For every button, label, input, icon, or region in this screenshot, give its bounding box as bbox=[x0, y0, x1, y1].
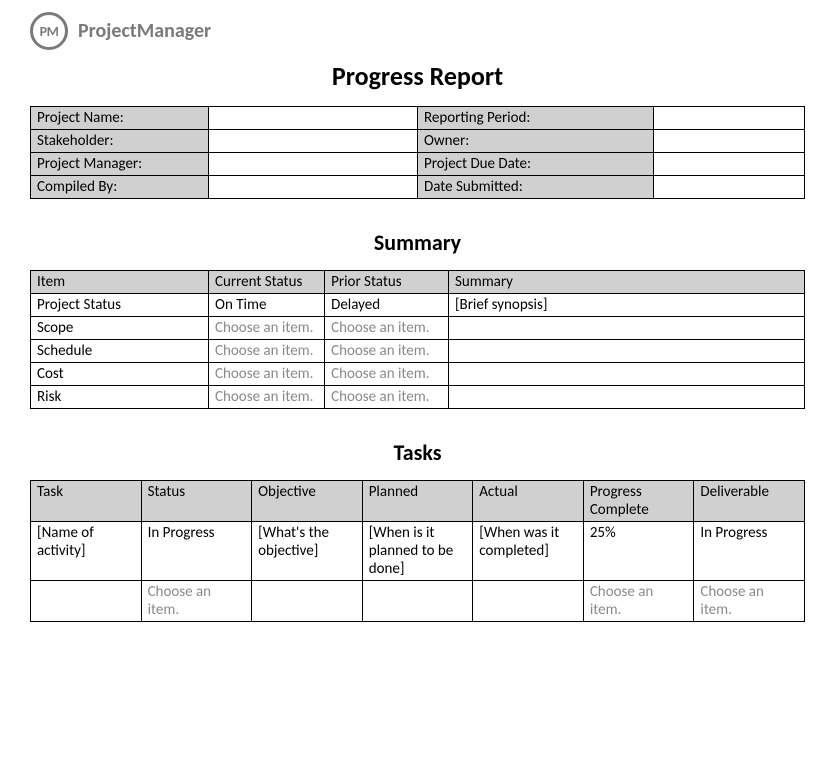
tasks-cell[interactable] bbox=[473, 581, 584, 622]
tasks-heading: Tasks bbox=[30, 439, 805, 466]
meta-value-left[interactable] bbox=[209, 153, 418, 176]
brand-logo-icon: PM bbox=[30, 12, 68, 50]
summary-table: ItemCurrent StatusPrior StatusSummary Pr… bbox=[30, 270, 805, 409]
summary-prior-status[interactable]: Delayed bbox=[325, 294, 449, 317]
summary-col-header: Summary bbox=[448, 271, 804, 294]
meta-value-right[interactable] bbox=[654, 107, 805, 130]
summary-text[interactable] bbox=[448, 363, 804, 386]
meta-value-right[interactable] bbox=[654, 130, 805, 153]
meta-label-left: Compiled By: bbox=[31, 176, 209, 199]
page: PM ProjectManager Progress Report Projec… bbox=[0, 0, 835, 642]
summary-item: Schedule bbox=[31, 340, 209, 363]
tasks-table: TaskStatusObjectivePlannedActualProgress… bbox=[30, 480, 805, 622]
summary-prior-status[interactable]: Choose an item. bbox=[325, 363, 449, 386]
summary-text[interactable] bbox=[448, 340, 804, 363]
summary-current-status[interactable]: Choose an item. bbox=[209, 386, 325, 409]
tasks-cell[interactable]: In Progress bbox=[141, 522, 252, 581]
tasks-cell[interactable]: [What's the objective] bbox=[252, 522, 363, 581]
tasks-cell[interactable]: Choose an item. bbox=[141, 581, 252, 622]
summary-row: RiskChoose an item.Choose an item. bbox=[31, 386, 805, 409]
summary-current-status[interactable]: On Time bbox=[209, 294, 325, 317]
tasks-cell[interactable]: [When is it planned to be done] bbox=[362, 522, 473, 581]
meta-row: Project Name: Reporting Period: bbox=[31, 107, 805, 130]
tasks-row: Choose an item.Choose an item.Choose an … bbox=[31, 581, 805, 622]
tasks-header-row: TaskStatusObjectivePlannedActualProgress… bbox=[31, 481, 805, 522]
summary-col-header: Prior Status bbox=[325, 271, 449, 294]
meta-value-right[interactable] bbox=[654, 176, 805, 199]
summary-row: CostChoose an item.Choose an item. bbox=[31, 363, 805, 386]
meta-table: Project Name:Reporting Period:Stakeholde… bbox=[30, 106, 805, 199]
tasks-col-header: Planned bbox=[362, 481, 473, 522]
meta-row: Compiled By: Date Submitted: bbox=[31, 176, 805, 199]
tasks-col-header: Objective bbox=[252, 481, 363, 522]
tasks-col-header: Progress Complete bbox=[583, 481, 694, 522]
meta-label-right: Project Due Date: bbox=[417, 153, 653, 176]
summary-heading: Summary bbox=[30, 229, 805, 256]
tasks-cell[interactable] bbox=[31, 581, 142, 622]
meta-row: Project Manager: Project Due Date: bbox=[31, 153, 805, 176]
summary-text[interactable] bbox=[448, 386, 804, 409]
summary-prior-status[interactable]: Choose an item. bbox=[325, 386, 449, 409]
summary-current-status[interactable]: Choose an item. bbox=[209, 363, 325, 386]
summary-prior-status[interactable]: Choose an item. bbox=[325, 317, 449, 340]
summary-row: ScheduleChoose an item.Choose an item. bbox=[31, 340, 805, 363]
summary-item: Cost bbox=[31, 363, 209, 386]
brand: PM ProjectManager bbox=[30, 12, 805, 50]
meta-row: Stakeholder: Owner: bbox=[31, 130, 805, 153]
tasks-cell[interactable]: [When was it completed] bbox=[473, 522, 584, 581]
summary-header-row: ItemCurrent StatusPrior StatusSummary bbox=[31, 271, 805, 294]
meta-label-left: Project Name: bbox=[31, 107, 209, 130]
summary-col-header: Item bbox=[31, 271, 209, 294]
summary-item: Risk bbox=[31, 386, 209, 409]
meta-label-right: Reporting Period: bbox=[417, 107, 653, 130]
summary-current-status[interactable]: Choose an item. bbox=[209, 317, 325, 340]
tasks-col-header: Task bbox=[31, 481, 142, 522]
tasks-cell[interactable] bbox=[362, 581, 473, 622]
tasks-col-header: Actual bbox=[473, 481, 584, 522]
summary-row: ScopeChoose an item.Choose an item. bbox=[31, 317, 805, 340]
summary-row: Project StatusOn TimeDelayed[Brief synop… bbox=[31, 294, 805, 317]
brand-logo-text: PM bbox=[40, 23, 59, 40]
tasks-col-header: Status bbox=[141, 481, 252, 522]
page-title: Progress Report bbox=[30, 60, 805, 92]
summary-current-status[interactable]: Choose an item. bbox=[209, 340, 325, 363]
tasks-col-header: Deliverable bbox=[694, 481, 805, 522]
summary-prior-status[interactable]: Choose an item. bbox=[325, 340, 449, 363]
tasks-cell[interactable]: [Name of activity] bbox=[31, 522, 142, 581]
meta-label-left: Stakeholder: bbox=[31, 130, 209, 153]
meta-value-left[interactable] bbox=[209, 130, 418, 153]
tasks-row: [Name of activity]In Progress[What's the… bbox=[31, 522, 805, 581]
tasks-cell[interactable]: 25% bbox=[583, 522, 694, 581]
summary-item: Project Status bbox=[31, 294, 209, 317]
summary-item: Scope bbox=[31, 317, 209, 340]
meta-label-right: Owner: bbox=[417, 130, 653, 153]
meta-value-left[interactable] bbox=[209, 176, 418, 199]
tasks-cell[interactable]: Choose an item. bbox=[583, 581, 694, 622]
meta-label-right: Date Submitted: bbox=[417, 176, 653, 199]
summary-col-header: Current Status bbox=[209, 271, 325, 294]
meta-value-right[interactable] bbox=[654, 153, 805, 176]
meta-label-left: Project Manager: bbox=[31, 153, 209, 176]
meta-value-left[interactable] bbox=[209, 107, 418, 130]
tasks-cell[interactable] bbox=[252, 581, 363, 622]
tasks-cell[interactable]: Choose an item. bbox=[694, 581, 805, 622]
brand-name: ProjectManager bbox=[78, 19, 211, 43]
summary-text[interactable]: [Brief synopsis] bbox=[448, 294, 804, 317]
summary-text[interactable] bbox=[448, 317, 804, 340]
tasks-cell[interactable]: In Progress bbox=[694, 522, 805, 581]
